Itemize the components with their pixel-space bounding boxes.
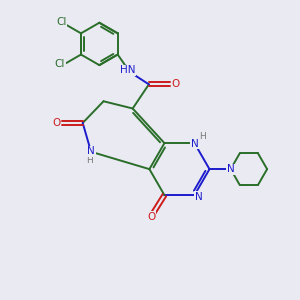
Text: O: O: [148, 212, 156, 222]
Text: N: N: [190, 139, 198, 149]
Text: N: N: [227, 164, 235, 174]
Text: O: O: [172, 79, 180, 89]
Text: H: H: [86, 155, 93, 164]
Text: N: N: [195, 192, 203, 202]
Text: N: N: [87, 146, 95, 156]
Text: H: H: [199, 132, 206, 141]
Text: Cl: Cl: [55, 59, 65, 69]
Text: O: O: [52, 118, 60, 128]
Text: Cl: Cl: [56, 17, 67, 27]
Text: HN: HN: [120, 65, 135, 76]
